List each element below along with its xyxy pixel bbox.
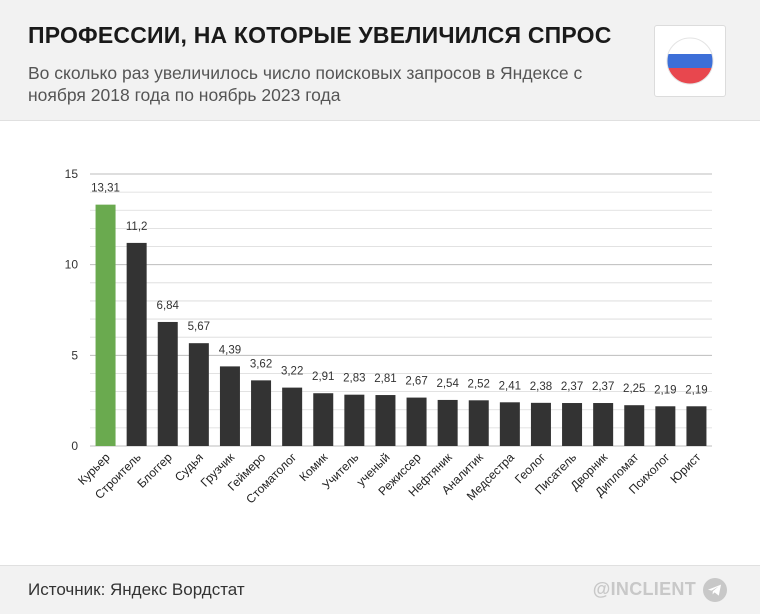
- data-label: 2,54: [436, 378, 459, 390]
- x-tick-label: Блоггер: [134, 450, 175, 491]
- chart-title: ПРОФЕССИИ, НА КОТОРЫЕ УВЕЛИЧИЛСЯ СПРОС: [28, 22, 612, 48]
- chart-subtitle: Во сколько раз увеличилось число поисков…: [28, 63, 583, 105]
- data-label: 13,31: [91, 183, 120, 195]
- brand-label: @INCLIENT: [592, 579, 696, 599]
- x-tick-label: Юрист: [668, 450, 704, 486]
- y-tick-label: 15: [65, 167, 79, 181]
- data-label: 2,19: [685, 384, 707, 396]
- footer: Источник: Яндекс Вордстат @INCLIENT: [0, 565, 760, 614]
- telegram-icon: [703, 578, 727, 602]
- bar: [593, 403, 614, 446]
- y-tick-label: 10: [65, 258, 79, 272]
- y-tick-label: 0: [71, 439, 78, 453]
- bar: [95, 204, 116, 446]
- data-label: 2,91: [312, 371, 334, 383]
- bar: [375, 395, 396, 446]
- data-label: 6,84: [157, 300, 180, 312]
- chart-area: 0 5 10 15 13,31 Курьер 11,2 Строитель 6,84 Блогге…: [0, 120, 760, 565]
- bar-chart: 05101513,31Курьер11,2Строитель6,84Блогге…: [65, 167, 712, 506]
- bar: [562, 403, 583, 446]
- data-label: 4,39: [219, 344, 241, 356]
- data-label: 5,67: [188, 321, 210, 333]
- y-tick-label: 5: [71, 348, 78, 362]
- header: ПРОФЕССИИ, НА КОТОРЫЕ УВЕЛИЧИЛСЯ СПРОС В…: [0, 0, 760, 121]
- bar: [126, 242, 147, 446]
- data-label: 2,25: [623, 383, 645, 395]
- bar: [282, 387, 303, 446]
- data-label: 11,2: [126, 221, 148, 233]
- bar: [251, 380, 272, 446]
- data-label: 2,37: [592, 381, 614, 393]
- bar: [530, 402, 551, 446]
- bar: [406, 397, 427, 446]
- data-label: 2,38: [530, 381, 552, 393]
- bar: [624, 405, 645, 446]
- data-label: 2,81: [374, 373, 396, 385]
- data-label: 3,22: [281, 366, 303, 378]
- bar: [468, 400, 489, 446]
- bar: [344, 394, 365, 446]
- data-label: 2,52: [468, 378, 490, 390]
- bar: [219, 366, 240, 446]
- bar: [157, 321, 178, 446]
- data-label: 2,83: [343, 373, 365, 385]
- bar: [655, 406, 676, 446]
- russia-flag-icon: [654, 25, 726, 97]
- data-label: 2,19: [654, 384, 676, 396]
- bar: [686, 406, 707, 446]
- bar: [437, 399, 458, 446]
- source-text: Источник: Яндекс Вордстат: [28, 580, 245, 599]
- data-label: 2,41: [499, 380, 521, 392]
- bar: [499, 402, 520, 446]
- data-label: 2,67: [405, 376, 427, 388]
- bar: [188, 343, 209, 446]
- data-label: 2,37: [561, 381, 583, 393]
- data-label: 3,62: [250, 358, 272, 370]
- bar: [313, 393, 334, 446]
